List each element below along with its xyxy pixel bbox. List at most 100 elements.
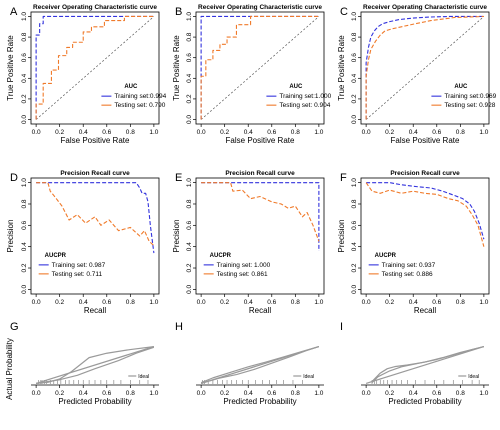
y-tick-label: 0.2	[351, 94, 358, 103]
legend-label: Testing set: 0.861	[217, 271, 268, 278]
panel-d: D Precision Recall curve 0.0 0.2 0.4 0.6 0.8 1.…	[6, 170, 160, 315]
chart-title: Precision Recall curve	[390, 170, 460, 177]
x-tick-label: 0.8	[456, 299, 465, 306]
plot-frame	[30, 11, 160, 125]
calibration-curve	[200, 346, 320, 384]
x-tick-label: 0.2	[55, 390, 64, 397]
calibration-curve	[365, 346, 485, 384]
x-tick-label: 0.2	[385, 129, 394, 136]
x-tick-label: 0.8	[291, 129, 300, 136]
x-tick-label: 0.2	[220, 299, 229, 306]
x-tick-label: 1.0	[149, 299, 158, 306]
plot-frame	[360, 177, 490, 295]
panel-c: C Receiver Operating Characteristic curve…	[337, 4, 497, 145]
x-axis-label: Recall	[414, 306, 436, 315]
y-tick-label: 0.2	[351, 263, 358, 272]
x-tick-label: 0.8	[126, 299, 135, 306]
calibration-curve	[35, 346, 155, 384]
y-tick-label: 0.6	[351, 220, 358, 229]
y-axis-label: Precision	[337, 220, 346, 253]
training-curve	[36, 182, 155, 254]
x-tick-label: 0.4	[409, 129, 418, 136]
plot-frame	[195, 11, 325, 125]
plot-frame	[30, 177, 160, 295]
panel-letter: E	[175, 172, 182, 184]
legend-title: AUC	[289, 84, 303, 90]
y-tick-label: 0.2	[186, 263, 193, 272]
panel-letter: F	[340, 172, 347, 184]
calibration-curve	[371, 346, 485, 384]
testing-curve	[36, 182, 155, 247]
x-axis-label: Predicted Probability	[223, 397, 296, 406]
x-tick-label: 0.2	[55, 299, 64, 306]
x-tick-label: 0.4	[79, 390, 88, 397]
y-axis-label: True Positive Rate	[337, 35, 346, 101]
legend-label: Ideal	[138, 374, 149, 380]
x-tick-label: 0.6	[102, 129, 111, 136]
x-tick-label: 1.0	[314, 129, 323, 136]
y-tick-label: 0.6	[21, 220, 28, 229]
panel-letter: B	[175, 6, 182, 18]
chart-title: Receiver Operating Characteristic curve	[363, 4, 487, 11]
legend-title: AUCPR	[45, 253, 67, 259]
training-curve	[201, 182, 320, 251]
y-tick-label: 0.4	[21, 242, 28, 251]
chart-title: Receiver Operating Characteristic curve	[198, 4, 322, 11]
y-tick-label: 0.8	[351, 199, 358, 208]
chart-title: Precision Recall curve	[225, 170, 295, 177]
x-tick-label: 0.0	[197, 390, 206, 397]
calibration-curve	[200, 346, 320, 384]
x-axis-label: False Positive Rate	[61, 136, 130, 145]
legend-label: Testing set: 0.928	[444, 102, 495, 109]
legend-title: AUC	[124, 84, 138, 90]
x-tick-label: 1.0	[314, 390, 323, 397]
x-tick-label: 0.0	[32, 129, 41, 136]
y-tick-label: 0.0	[21, 115, 28, 124]
panel-g: G 0.0 0.2 0.4 0.6 0.8 1.0 Predicted Probability…	[5, 321, 159, 406]
x-tick-label: 0.2	[220, 129, 229, 136]
y-tick-label: 0.4	[21, 73, 28, 82]
x-tick-label: 0.6	[432, 390, 441, 397]
legend-title: AUCPR	[375, 253, 397, 259]
x-tick-label: 0.4	[409, 299, 418, 306]
x-tick-label: 0.4	[409, 390, 418, 397]
testing-curve	[35, 15, 154, 120]
chart-title: Receiver Operating Characteristic curve	[33, 4, 157, 11]
panel-letter: I	[340, 321, 343, 333]
x-tick-label: 0.2	[385, 390, 394, 397]
panel-letter: H	[175, 321, 183, 333]
y-tick-label: 0.8	[186, 199, 193, 208]
panel-i: I 0.0 0.2 0.4 0.6 0.8 1.0 Predicted Probability…	[340, 321, 489, 406]
x-tick-label: 0.6	[267, 299, 276, 306]
panel-letter: A	[10, 6, 18, 18]
y-tick-label: 0.0	[351, 284, 358, 293]
x-tick-label: 0.2	[220, 390, 229, 397]
y-tick-label: 0.6	[186, 220, 193, 229]
x-tick-label: 1.0	[314, 299, 323, 306]
panel-b: B Receiver Operating Characteristic curve…	[172, 4, 332, 145]
x-tick-label: 0.4	[244, 129, 253, 136]
x-tick-label: 0.0	[362, 129, 371, 136]
panel-letter: C	[340, 6, 348, 18]
testing-curve	[200, 15, 319, 120]
y-tick-label: 0.6	[186, 53, 193, 62]
x-axis-label: False Positive Rate	[391, 136, 460, 145]
calibration-curve	[36, 346, 155, 384]
x-tick-label: 0.0	[362, 390, 371, 397]
y-tick-label: 0.8	[186, 32, 193, 41]
x-tick-label: 0.8	[456, 390, 465, 397]
y-tick-label: 0.0	[186, 115, 193, 124]
x-axis-label: False Positive Rate	[226, 136, 295, 145]
x-tick-label: 0.8	[456, 129, 465, 136]
plot-frame	[360, 11, 490, 125]
legend-label: Training set: 1.000	[217, 262, 271, 269]
y-tick-label: 0.8	[351, 32, 358, 41]
x-tick-label: 0.6	[102, 390, 111, 397]
x-tick-label: 0.8	[291, 299, 300, 306]
y-tick-label: 0.2	[186, 94, 193, 103]
plot-frame	[195, 177, 325, 295]
y-tick-label: 1.0	[186, 12, 193, 21]
y-tick-label: 0.8	[21, 32, 28, 41]
x-tick-label: 0.8	[291, 390, 300, 397]
